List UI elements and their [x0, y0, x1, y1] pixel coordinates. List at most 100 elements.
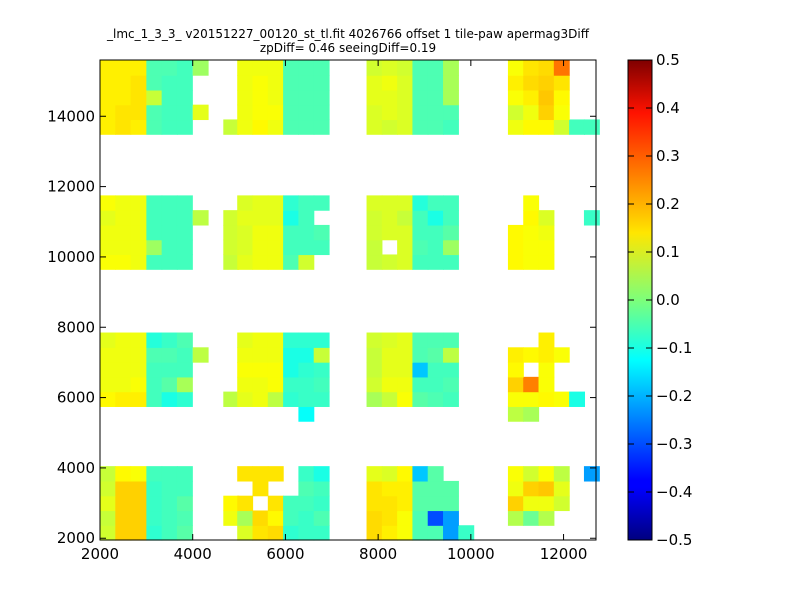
heatmap-cell: [252, 75, 269, 91]
heatmap-cell: [427, 75, 444, 91]
heatmap-cell: [366, 239, 383, 256]
heatmap-cell: [100, 495, 116, 512]
chart-subtitle: zpDiff= 0.46 seeingDiff=0.19: [260, 41, 436, 55]
heatmap-cell: [412, 210, 429, 226]
heatmap-cell: [583, 119, 600, 135]
heatmap-cell: [252, 466, 269, 482]
heatmap-cell: [443, 525, 459, 541]
heatmap-cell: [427, 510, 444, 526]
heatmap-cell: [427, 195, 444, 211]
heatmap-cell: [130, 391, 147, 407]
heatmap-cell: [130, 466, 147, 482]
heatmap-cell: [366, 495, 383, 512]
heatmap-cell: [381, 195, 398, 211]
heatmap-cell: [443, 119, 459, 135]
heatmap-cell: [298, 480, 315, 497]
heatmap-cell: [366, 254, 383, 270]
x-tick-label: 6000: [266, 545, 304, 563]
heatmap-cell: [523, 254, 540, 270]
heatmap-cell: [237, 119, 254, 135]
heatmap-cell: [237, 376, 254, 393]
heatmap-cell: [523, 210, 540, 226]
heatmap-cell: [100, 239, 116, 256]
heatmap-cell: [298, 406, 315, 422]
heatmap-cell: [267, 332, 284, 348]
heatmap-cell: [176, 391, 193, 407]
heatmap-cell: [223, 510, 240, 526]
heatmap-cell: [569, 119, 586, 135]
heatmap-cell: [443, 104, 459, 121]
heatmap-cell: [523, 75, 540, 91]
heatmap-cell: [130, 60, 147, 76]
heatmap-cell: [283, 195, 299, 211]
heatmap-cell: [146, 495, 163, 512]
heatmap-cell: [283, 224, 299, 241]
heatmap-cell: [553, 60, 570, 76]
heatmap-cell: [366, 224, 383, 241]
heatmap-cell: [283, 104, 299, 121]
heatmap-cell: [427, 104, 444, 121]
heatmap-cell: [443, 362, 459, 378]
heatmap-cell: [146, 60, 163, 76]
heatmap-cell: [146, 104, 163, 121]
heatmap-cell: [397, 75, 414, 91]
heatmap-cell: [427, 525, 444, 541]
heatmap-cell: [313, 119, 330, 135]
heatmap-cell: [381, 210, 398, 226]
heatmap-cell: [298, 119, 315, 135]
heatmap-cell: [298, 525, 315, 541]
heatmap-cell: [366, 480, 383, 497]
heatmap-cell: [252, 254, 269, 270]
heatmap-cell: [176, 104, 193, 121]
heatmap-cell: [146, 376, 163, 393]
heatmap-cell: [100, 254, 116, 270]
heatmap-cell: [100, 75, 116, 91]
heatmap-cell: [298, 75, 315, 91]
heatmap-cell: [538, 480, 555, 497]
heatmap-cell: [427, 239, 444, 256]
heatmap-cell: [538, 104, 555, 121]
heatmap-cell: [115, 239, 132, 256]
heatmap-cell: [366, 332, 383, 348]
heatmap-cell: [223, 254, 240, 270]
heatmap-cell: [176, 495, 193, 512]
heatmap-cell: [538, 119, 555, 135]
heatmap-cell: [298, 89, 315, 106]
heatmap-cell: [397, 347, 414, 363]
heatmap-cell: [523, 89, 540, 106]
heatmap-cell: [161, 119, 178, 135]
heatmap-cell: [313, 510, 330, 526]
y-tick-label: 4000: [57, 459, 95, 477]
heatmap-cell: [443, 391, 459, 407]
heatmap-cell: [146, 75, 163, 91]
heatmap-cell: [313, 332, 330, 348]
heatmap-cell: [507, 254, 524, 270]
heatmap-cell: [100, 376, 116, 393]
heatmap-cell: [237, 89, 254, 106]
heatmap-cell: [115, 480, 132, 497]
heatmap-cell: [237, 60, 254, 76]
heatmap-cell: [252, 195, 269, 211]
heatmap-cell: [507, 376, 524, 393]
heatmap-cell: [553, 466, 570, 482]
x-axis: 2000 4000 6000 8000 10000 12000: [81, 60, 587, 563]
x-tick-label: 4000: [174, 545, 212, 563]
heatmap-cell: [146, 195, 163, 211]
heatmap-cell: [161, 60, 178, 76]
heatmap-cell: [366, 376, 383, 393]
heatmap-cell: [443, 195, 459, 211]
heatmap-cell: [313, 525, 330, 541]
heatmap-cell: [146, 347, 163, 363]
heatmap-cell: [267, 495, 284, 512]
heatmap-cell: [427, 60, 444, 76]
heatmap-cell: [237, 510, 254, 526]
heatmap-cell: [523, 60, 540, 76]
heatmap-cell: [283, 210, 299, 226]
y-tick-label: 2000: [57, 529, 95, 547]
heatmap-cell: [176, 362, 193, 378]
heatmap-cell: [412, 362, 429, 378]
heatmap-cell: [176, 119, 193, 135]
heatmap-cell: [443, 376, 459, 393]
heatmap-cell: [267, 391, 284, 407]
heatmap-cell: [100, 347, 116, 363]
